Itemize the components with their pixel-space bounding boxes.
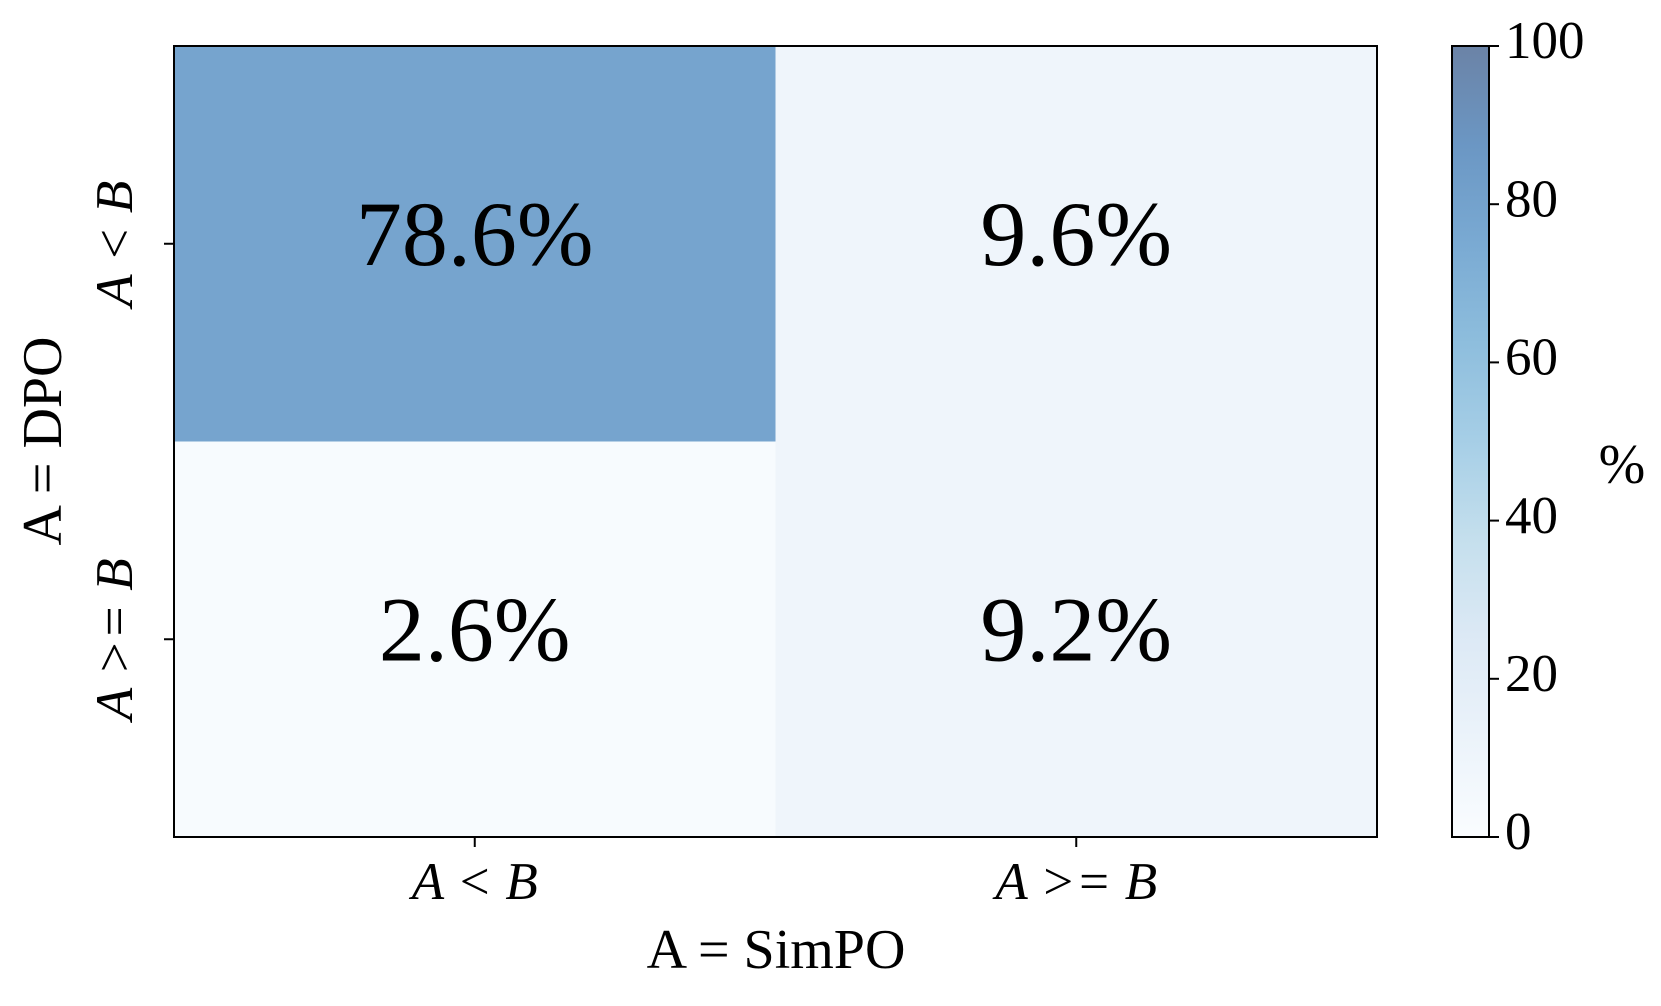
x-axis-label: A = SimPO: [647, 919, 906, 981]
colorbar: [1451, 45, 1490, 838]
heatmap-cell: [174, 441, 776, 837]
plot-frame: [173, 45, 1378, 838]
colorbar-label: %: [1599, 434, 1646, 496]
x-tick-label: A >= B: [992, 853, 1157, 911]
cell-label: 78.6%: [356, 183, 594, 285]
colorbar-tick-label: 80: [1505, 170, 1558, 228]
colorbar-tick-label: 40: [1505, 487, 1558, 545]
y-tick-label: A >= B: [86, 558, 144, 723]
heatmap-cell: [174, 46, 776, 442]
y-axis-label: A = DPO: [12, 337, 74, 546]
y-tick-label: A < B: [86, 181, 144, 310]
colorbar-tick-label: 100: [1505, 12, 1585, 70]
colorbar-tick-label: 20: [1505, 645, 1558, 703]
cell-label: 9.6%: [980, 183, 1172, 285]
colorbar-tick-label: 60: [1505, 329, 1558, 387]
cell-label: 9.2%: [980, 578, 1172, 680]
heatmap-cell: [775, 46, 1377, 442]
colorbar-tick-label: 0: [1505, 803, 1532, 861]
x-tick-label: A < B: [409, 853, 538, 911]
cell-label: 2.6%: [379, 578, 571, 680]
heatmap-cell: [775, 441, 1377, 837]
